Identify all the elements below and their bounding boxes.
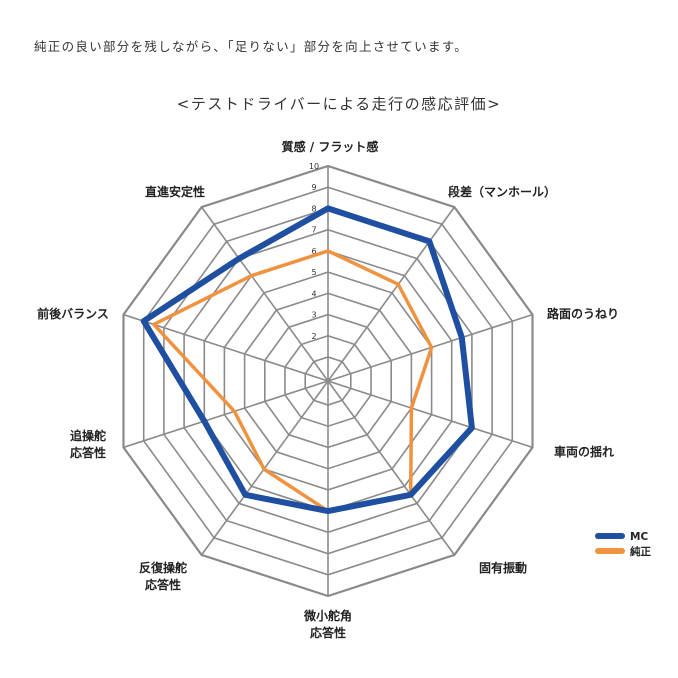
tick-label: 3 — [311, 311, 316, 320]
series-line-mc — [140, 205, 475, 515]
radar-series — [140, 205, 475, 515]
tick-label: 4 — [311, 289, 316, 298]
tick-label: 5 — [311, 268, 316, 277]
tick-label: 6 — [311, 247, 316, 256]
intro-text: 純正の良い部分を残しながら、「足りない」部分を向上させています。 — [34, 39, 469, 54]
grid-spoke — [123, 313, 329, 382]
grid-spoke — [327, 206, 456, 382]
axis-label: 固有振動 — [479, 560, 527, 575]
legend-label: 純正 — [630, 545, 651, 558]
grid-spoke — [327, 380, 456, 556]
axis-label: 反復操舵応答性 — [139, 560, 187, 592]
tick-label: 10 — [309, 162, 319, 171]
grid-spoke — [200, 206, 329, 382]
radar-ticks: 2 3 4 5 6 7 8 9 10 — [309, 162, 319, 341]
axis-label: 質感 / フラット感 — [282, 139, 379, 154]
axis-label: 段差（マンホール） — [448, 184, 556, 199]
legend-label: MC — [630, 531, 648, 543]
tick-label: 7 — [311, 226, 316, 235]
tick-label: 9 — [311, 183, 316, 192]
grid-spoke — [327, 380, 533, 449]
axis-label: 直進安定性 — [145, 184, 205, 199]
tick-label: 8 — [311, 204, 316, 213]
axis-label: 微小舵角応答性 — [303, 608, 352, 640]
radar-grid — [122, 164, 534, 598]
tick-label: 2 — [311, 332, 316, 341]
axis-label: 路面のうねり — [547, 306, 619, 321]
legend: MC 純正 — [595, 531, 651, 558]
axis-label: 前後バランス — [37, 306, 109, 321]
axis-label: 車両の揺れ — [554, 444, 614, 459]
chart-title: <テストドライバーによる走行の感応評価> — [176, 95, 502, 113]
axis-label: 追操舵応答性 — [70, 428, 106, 460]
grid-spoke — [123, 380, 329, 449]
